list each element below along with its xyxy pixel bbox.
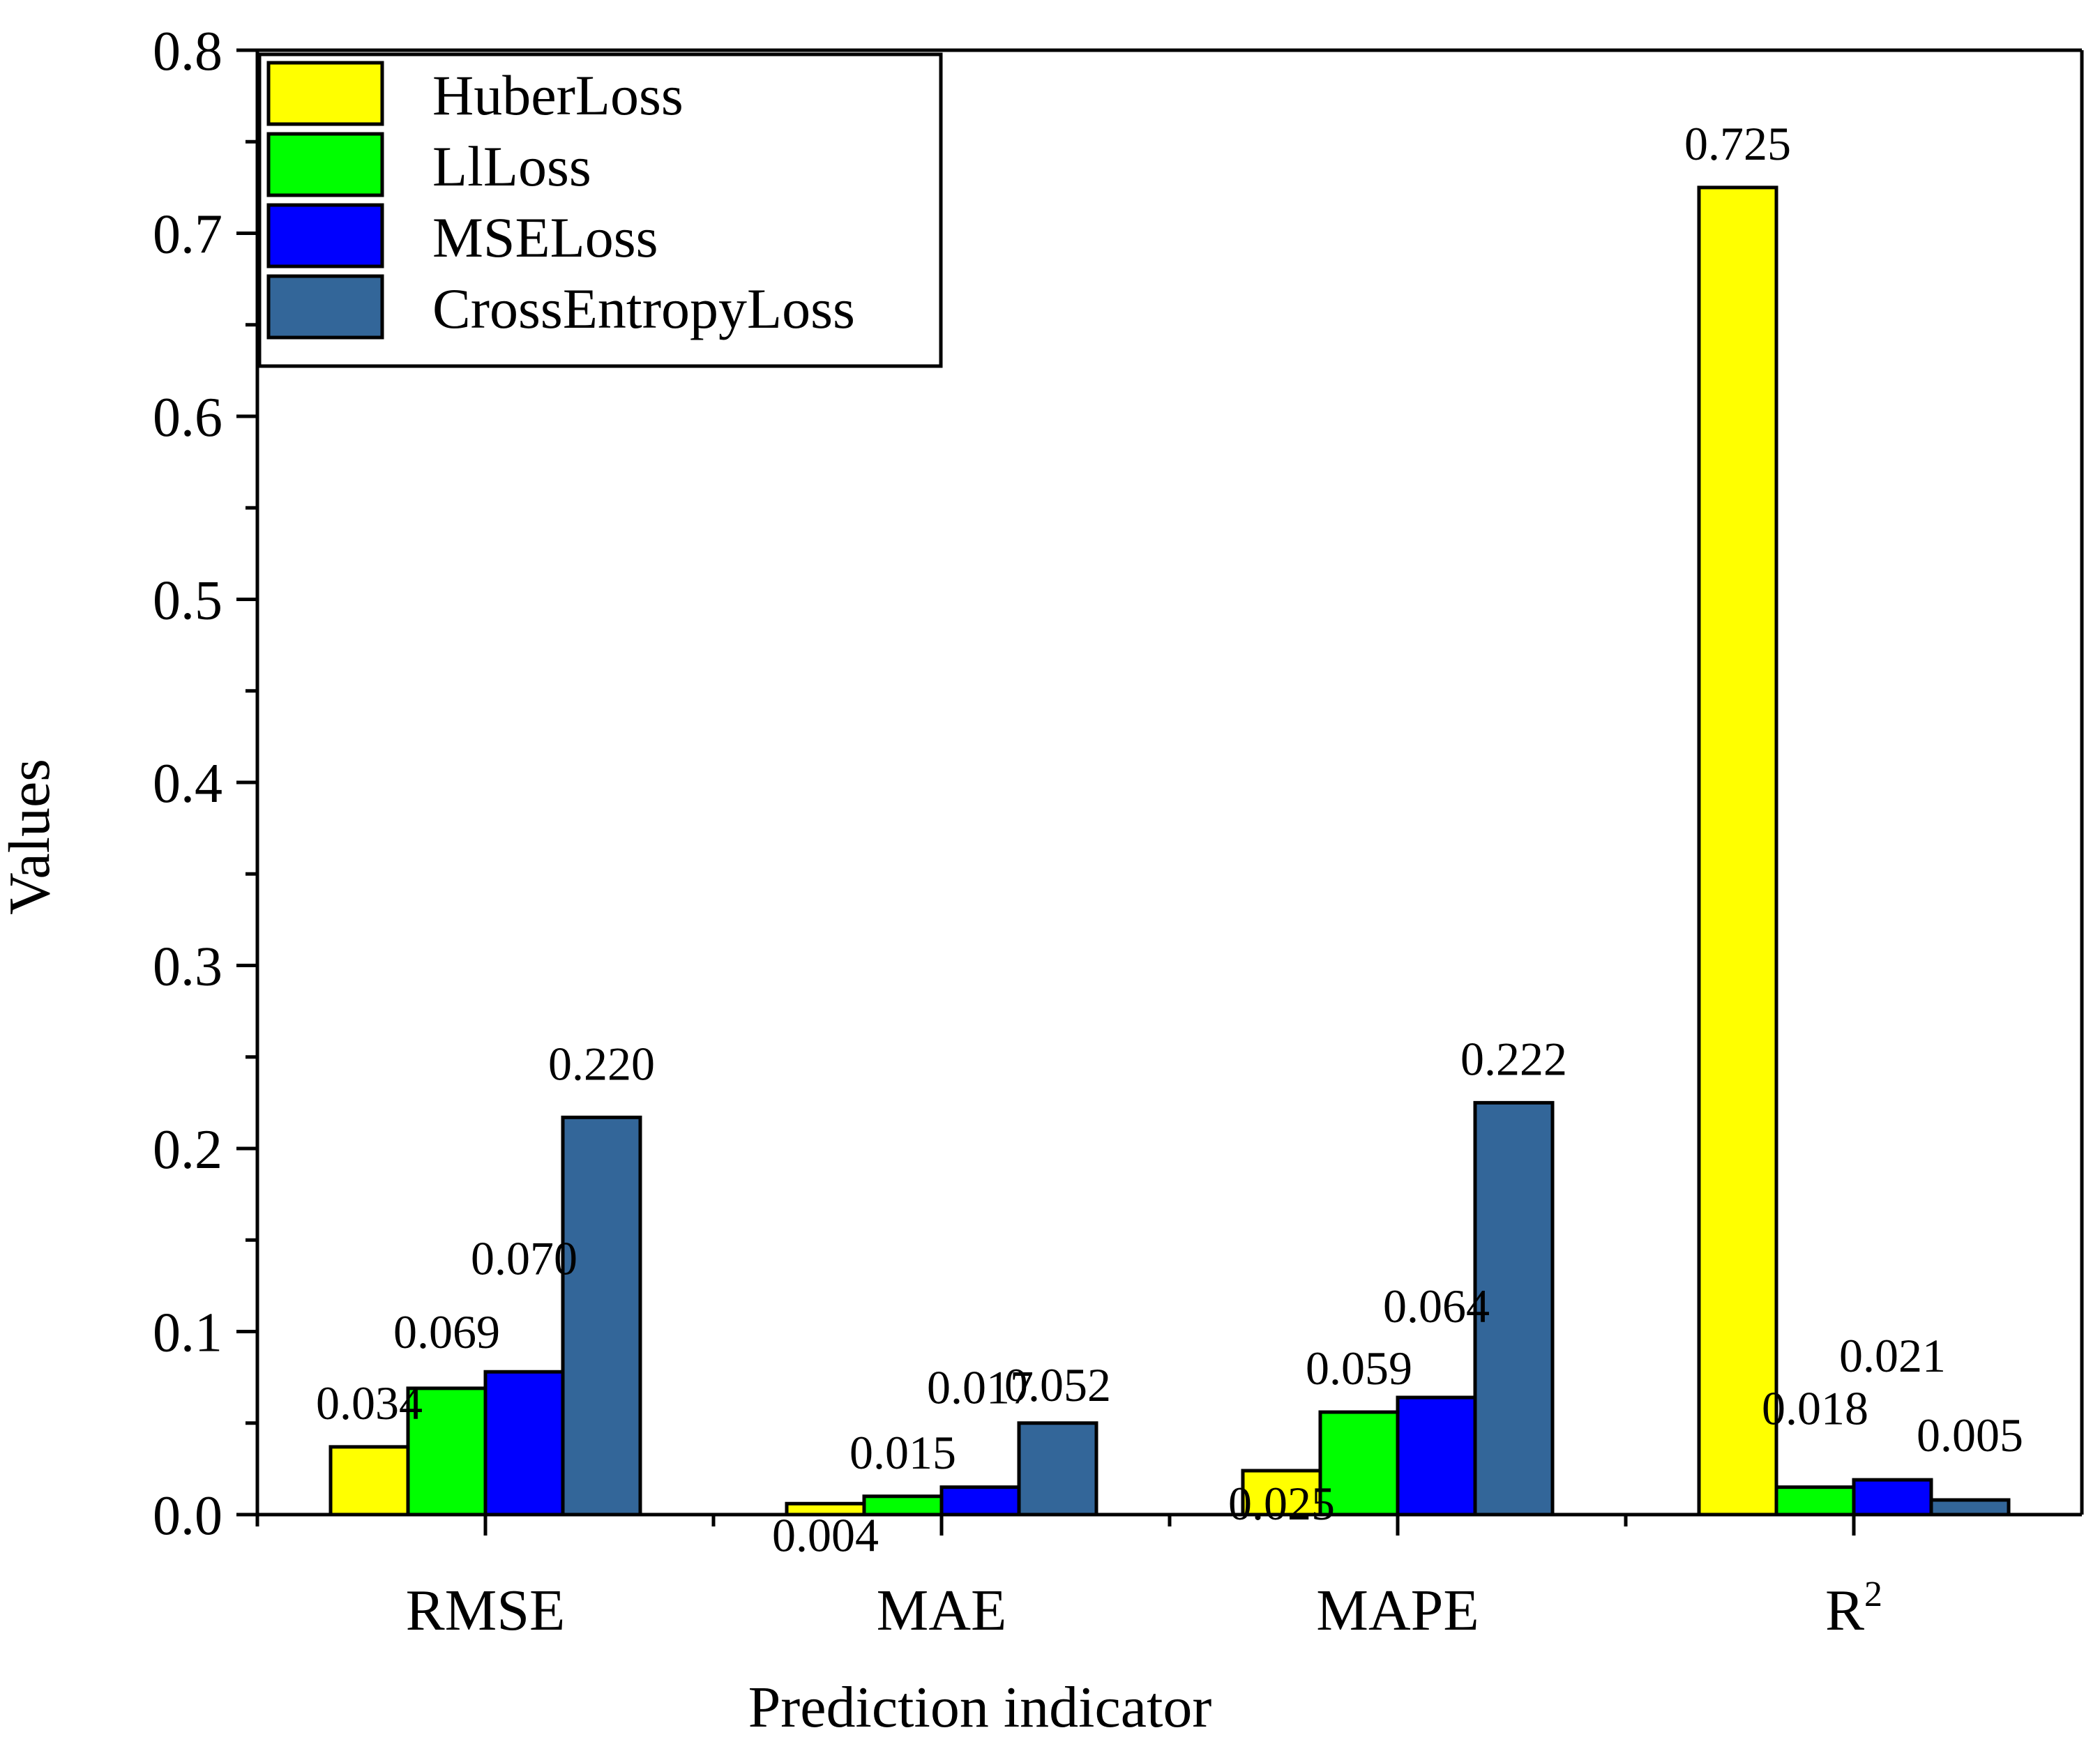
bar-mseloss-rmse <box>483 1370 565 1517</box>
legend-label: CrossEntropyLoss <box>432 277 855 340</box>
bar-huberloss-mape <box>1241 1469 1322 1517</box>
data-label: 0.021 <box>1839 1329 1946 1382</box>
y-tick-label: 0.1 <box>153 1303 222 1364</box>
data-label: 0.220 <box>548 1037 655 1090</box>
data-label: 0.070 <box>471 1231 577 1284</box>
data-label: 0.015 <box>849 1426 956 1479</box>
x-category-label: MAPE <box>1316 1578 1479 1643</box>
data-label: 0.034 <box>316 1377 423 1430</box>
superscript: 2 <box>1864 1575 1882 1614</box>
legend-swatch <box>266 132 384 197</box>
data-label: 0.052 <box>1004 1358 1111 1411</box>
bar-huberloss-r <box>1697 185 1778 1517</box>
axes-layer: 0.0 0.1 0.2 0.3 0.4 0.5 0.6 0.7 0.8 RMSE MAE MAPE R2 <box>153 21 2084 1643</box>
y-tick-label: 0.0 <box>153 1485 222 1547</box>
y-tick-label: 0.2 <box>153 1119 222 1181</box>
bar-mseloss-mape <box>1396 1395 1477 1517</box>
y-tick-label: 0.6 <box>153 387 222 448</box>
data-label: 0.725 <box>1684 117 1791 170</box>
legend-label: MSELoss <box>432 206 658 269</box>
bar-llloss-r <box>1774 1485 1856 1517</box>
legend-label: HuberLoss <box>432 63 683 127</box>
data-label: 0.222 <box>1460 1032 1567 1085</box>
y-tick-label: 0.7 <box>153 204 222 266</box>
x-category-label: RMSE <box>406 1578 566 1643</box>
data-label: 0.025 <box>1228 1477 1335 1530</box>
y-tick-label: 0.8 <box>153 21 222 82</box>
bar-mseloss-mae <box>939 1485 1021 1517</box>
y-tick-label: 0.4 <box>153 753 222 814</box>
bar-mseloss-r <box>1852 1478 1933 1517</box>
bar-llloss-rmse <box>406 1386 488 1517</box>
bar-huberloss-rmse <box>328 1445 410 1517</box>
data-label: 0.018 <box>1762 1382 1868 1435</box>
data-label: 0.059 <box>1306 1342 1412 1395</box>
bar-crossentropyloss-rmse <box>561 1115 642 1517</box>
legend: HuberLoss LlLoss MSELoss CrossEntropyLoss <box>257 52 943 368</box>
data-label: 0.069 <box>393 1305 500 1358</box>
legend-label: LlLoss <box>432 135 591 198</box>
x-axis-title: Prediction indicator <box>748 1675 1212 1740</box>
data-label: 0.017 <box>927 1361 1034 1414</box>
data-label: 0.004 <box>772 1508 879 1561</box>
y-axis-title: Values <box>0 759 62 915</box>
y-tick-label: 0.5 <box>153 570 222 632</box>
bars-layer <box>328 185 2011 1517</box>
bar-crossentropyloss-r <box>1929 1498 2011 1517</box>
x-category-label: MAE <box>877 1578 1007 1643</box>
data-labels-layer: 0.034 0.004 0.025 0.725 0.069 0.015 0.059 0.018… <box>316 117 2023 1561</box>
bar-llloss-mae <box>862 1494 944 1517</box>
bar-crossentropyloss-mae <box>1017 1421 1098 1517</box>
legend-swatch <box>266 203 384 268</box>
x-category-label: R2 <box>1825 1575 1882 1643</box>
data-label: 0.005 <box>1917 1409 2023 1462</box>
legend-swatch <box>266 274 384 340</box>
legend-swatch <box>266 61 384 126</box>
data-label: 0.064 <box>1383 1280 1490 1333</box>
y-tick-label: 0.3 <box>153 937 222 998</box>
